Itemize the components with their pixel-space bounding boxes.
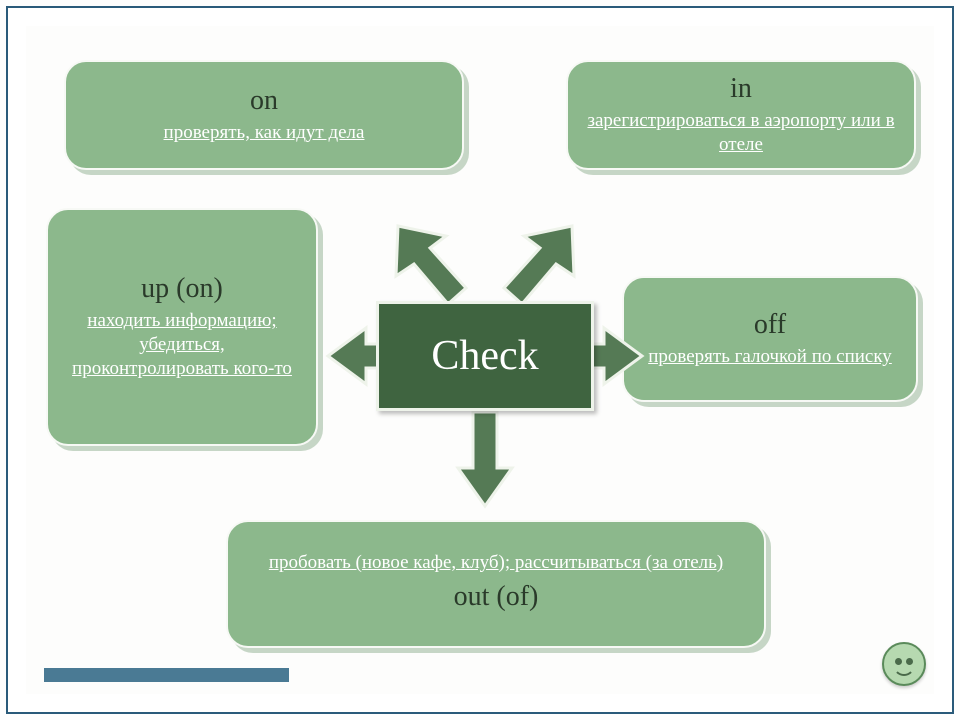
card-up-desc: находить информацию; убедиться, проконтр… bbox=[60, 309, 304, 380]
slide-inner: on проверять, как идут дела in зарегистр… bbox=[26, 26, 934, 694]
card-in-title: in bbox=[730, 73, 752, 105]
card-on-desc: проверять, как идут дела bbox=[164, 121, 365, 145]
center-word-label: Check bbox=[431, 332, 538, 380]
card-on: on проверять, как идут дела bbox=[64, 60, 464, 170]
slide-frame: on проверять, как идут дела in зарегистр… bbox=[6, 6, 954, 714]
card-out-title: out (of) bbox=[454, 581, 539, 613]
card-out-desc: пробовать (новое кафе, клуб); рассчитыва… bbox=[269, 551, 723, 575]
accent-bar bbox=[44, 668, 289, 682]
card-in: in зарегистрироваться в аэропорту или в … bbox=[566, 60, 916, 170]
card-on-title: on bbox=[250, 85, 278, 117]
arrow-left-icon bbox=[328, 328, 378, 384]
card-off: off проверять галочкой по списку bbox=[622, 276, 918, 402]
arrow-down-icon bbox=[458, 412, 512, 506]
card-up: up (on) находить информацию; убедиться, … bbox=[46, 208, 318, 446]
card-up-title: up (on) bbox=[141, 273, 223, 305]
arrow-upright-icon bbox=[504, 226, 574, 304]
center-word: Check bbox=[376, 301, 594, 411]
arrow-upleft-icon bbox=[396, 226, 466, 304]
card-off-desc: проверять галочкой по списку bbox=[648, 345, 892, 369]
card-in-desc: зарегистрироваться в аэропорту или в оте… bbox=[580, 109, 902, 157]
card-out: пробовать (новое кафе, клуб); рассчитыва… bbox=[226, 520, 766, 648]
smiley-icon[interactable] bbox=[882, 642, 926, 686]
card-off-title: off bbox=[754, 309, 786, 341]
